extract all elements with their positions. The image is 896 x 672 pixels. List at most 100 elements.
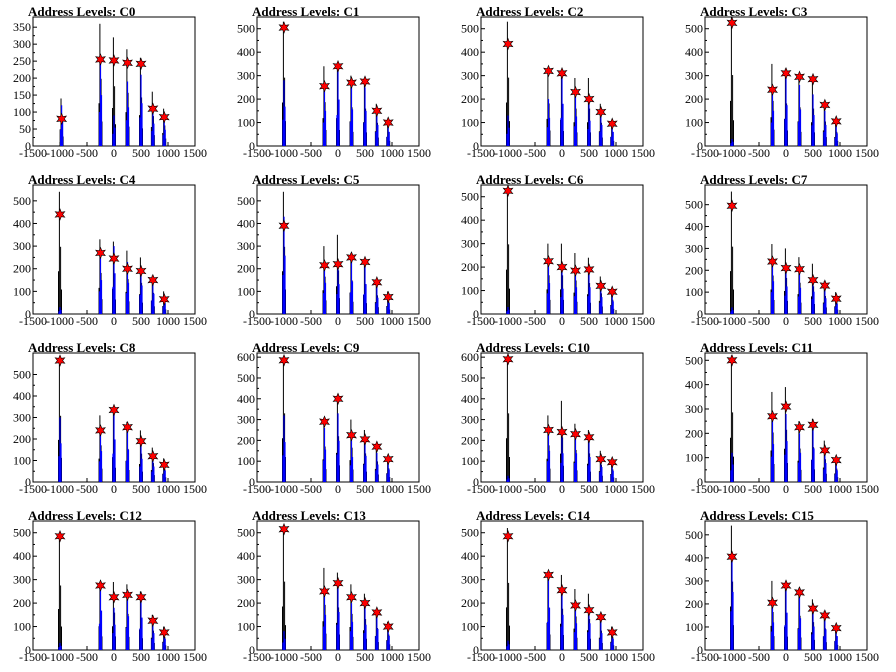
x-tick-label: -500 (524, 314, 546, 328)
peak-star-marker (794, 70, 805, 84)
chart-title: Address Levels: C13 (252, 508, 366, 523)
peak-star-marker (726, 550, 738, 564)
x-tick-label: 1500 (855, 314, 879, 328)
y-tick-label: 400 (685, 551, 703, 565)
peak-star-marker (371, 276, 383, 289)
y-tick-label: 300 (237, 69, 255, 83)
x-tick-label: 1500 (631, 314, 655, 328)
x-tick-label: -500 (748, 482, 770, 496)
peak-star-marker (830, 453, 842, 467)
x-tick-label: 1500 (183, 650, 207, 664)
y-tick-label: 0 (697, 307, 703, 321)
y-tick-label: 500 (237, 371, 255, 385)
peak-star-marker (543, 568, 554, 582)
x-tick-label: 1000 (604, 482, 628, 496)
y-tick-label: 0 (697, 643, 703, 657)
peak-star-marker (595, 279, 607, 293)
x-tick-label: 1500 (407, 482, 431, 496)
x-tick-label: 1000 (828, 650, 852, 664)
x-tick-label: -1000 (494, 482, 522, 496)
y-tick-label: 200 (685, 263, 703, 277)
chart-panel-c14: 0 100 200 300 400 500 -1500 -1000 -500 0 500 1000 15… (448, 504, 672, 672)
chart-title: Address Levels: C8 (28, 340, 136, 355)
peak-star-marker (135, 590, 147, 604)
x-tick-label: -1000 (46, 146, 74, 160)
peak-star-marker (346, 251, 357, 264)
peak-star-marker (382, 620, 394, 633)
peak-star-marker (502, 352, 514, 366)
peak-star-marker (122, 420, 133, 434)
y-tick-label: 300 (237, 573, 255, 587)
x-tick-label: -1500 (19, 314, 47, 328)
x-tick-label: 0 (335, 650, 341, 664)
x-tick-label: 1000 (156, 314, 180, 328)
peak-star-marker (502, 184, 514, 198)
peak-star-marker (556, 66, 568, 80)
x-tick-label: -1500 (243, 314, 271, 328)
peak-star-marker (794, 586, 805, 599)
peak-star-marker (502, 529, 514, 543)
peak-star-marker (382, 290, 394, 304)
y-tick-label: 150 (13, 88, 31, 102)
y-tick-label: 0 (249, 307, 255, 321)
peak-star-marker (595, 105, 607, 119)
peak-star-marker (794, 262, 805, 276)
x-tick-label: -1000 (46, 314, 74, 328)
x-tick-label: -500 (300, 314, 322, 328)
y-tick-label: 100 (13, 620, 31, 634)
x-tick-label: 1000 (156, 650, 180, 664)
peak-star-marker (346, 76, 357, 89)
y-tick-label: 0 (473, 139, 479, 153)
x-tick-label: -500 (300, 482, 322, 496)
peak-star-marker (767, 255, 778, 268)
y-tick-label: 400 (461, 392, 479, 406)
chart-svg-c0: 0 50 100 150 200 250 300 350 -1500 -1000 -500 0 500 1… (13, 16, 207, 160)
peak-star-marker (583, 263, 595, 276)
peak-star-marker (807, 72, 819, 86)
chart-panel-c3: 0 100 200 300 400 500 -1500 -1000 -500 0 500 1000 15… (672, 0, 896, 168)
peak-star-marker (830, 115, 842, 128)
peak-star-marker (319, 585, 330, 598)
y-tick-label: 400 (13, 389, 31, 403)
y-tick-label: 200 (461, 596, 479, 610)
peak-star-marker (543, 423, 554, 437)
peak-star-marker (95, 424, 106, 437)
x-tick-label: -1000 (270, 650, 298, 664)
x-tick-label: -1000 (270, 314, 298, 328)
peak-star-marker (278, 353, 290, 367)
peak-star-marker (595, 452, 607, 466)
y-tick-label: 200 (237, 433, 255, 447)
x-tick-label: 500 (804, 146, 822, 160)
y-tick-label: 100 (685, 285, 703, 299)
peak-star-marker (147, 614, 159, 627)
y-tick-label: 400 (13, 216, 31, 230)
x-tick-label: -1000 (494, 146, 522, 160)
x-tick-label: -1500 (243, 650, 271, 664)
y-tick-label: 100 (237, 116, 255, 130)
x-tick-label: -1500 (467, 482, 495, 496)
x-tick-label: 1000 (828, 146, 852, 160)
x-tick-label: 1000 (380, 650, 404, 664)
y-tick-label: 200 (685, 597, 703, 611)
x-tick-label: -1000 (718, 314, 746, 328)
y-tick-label: 0 (697, 475, 703, 489)
y-tick-label: 300 (237, 413, 255, 427)
chart-title: Address Levels: C7 (700, 172, 808, 187)
y-tick-label: 350 (13, 20, 31, 34)
peak-star-marker (830, 292, 842, 305)
chart-title: Address Levels: C6 (476, 172, 584, 187)
chart-panel-c8: 0 100 200 300 400 500 -1500 -1000 -500 0 500 1000 15… (0, 336, 224, 504)
x-tick-label: -1500 (467, 146, 495, 160)
chart-svg-c11: 0 100 200 300 400 500 -1500 -1000 -500 0 500 1000 15… (685, 352, 879, 496)
x-tick-label: -1500 (467, 650, 495, 664)
x-tick-label: 1500 (855, 650, 879, 664)
y-tick-label: 0 (25, 643, 31, 657)
y-tick-label: 400 (13, 549, 31, 563)
y-tick-label: 400 (685, 378, 703, 392)
peak-star-marker (780, 579, 792, 592)
y-tick-label: 100 (13, 284, 31, 298)
y-tick-label: 200 (13, 262, 31, 276)
peak-star-marker (819, 98, 831, 112)
peak-star-marker (556, 583, 568, 597)
x-tick-label: 500 (356, 482, 374, 496)
